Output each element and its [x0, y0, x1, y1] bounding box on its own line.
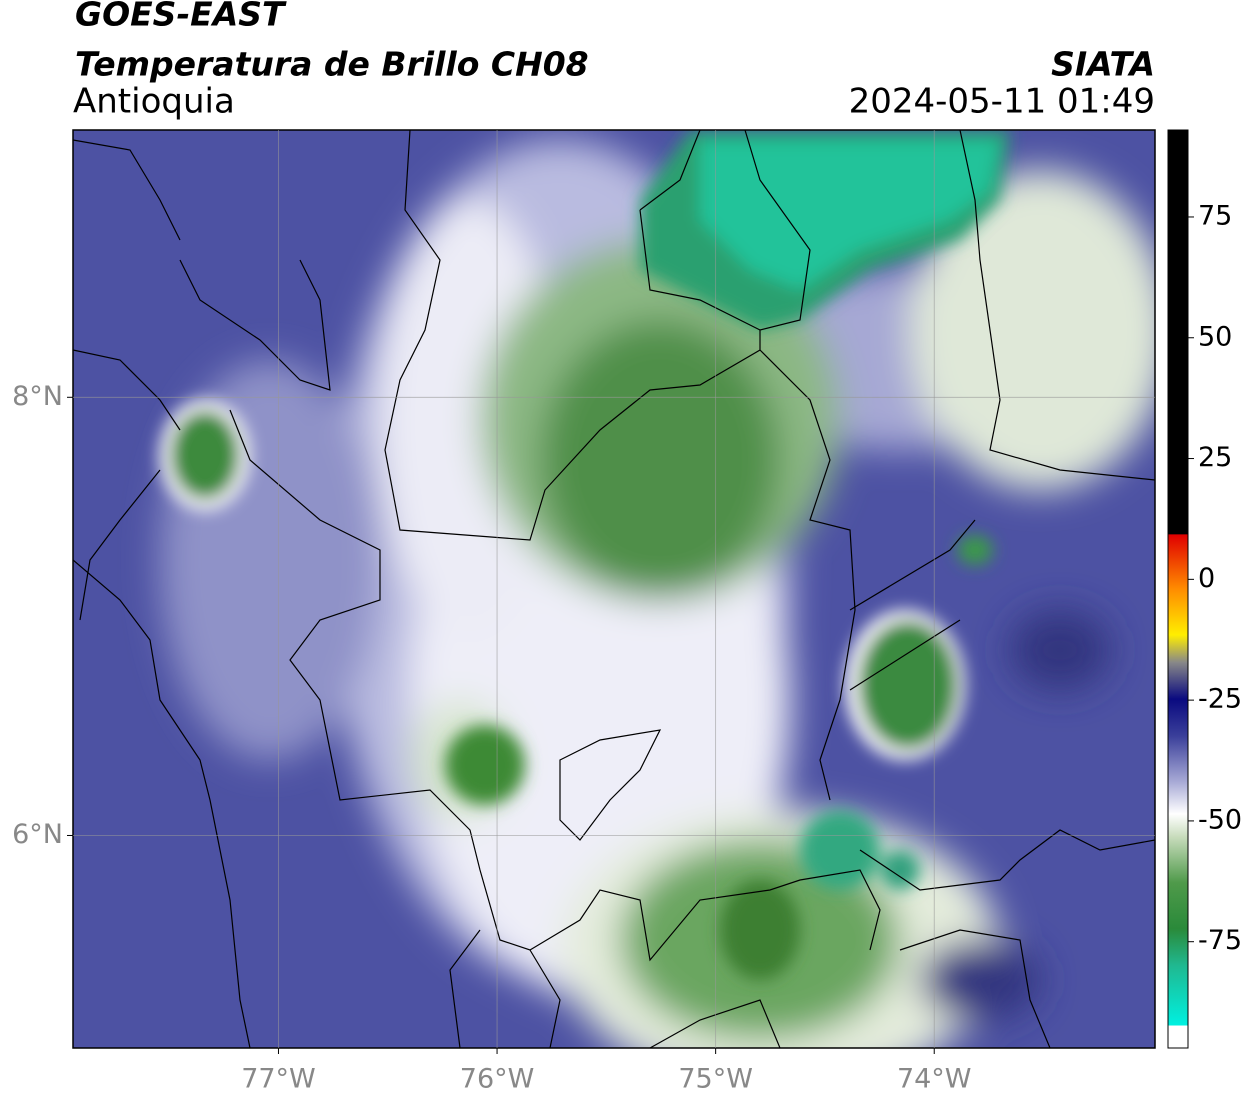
colorbar-tick-label: -25 — [1198, 684, 1242, 715]
x-tick-label: 74°W — [897, 1064, 972, 1095]
colorbar-tick-label: 0 — [1198, 563, 1215, 594]
colorbar-tick-label: 50 — [1198, 321, 1232, 352]
map-frame — [72, 129, 1156, 1049]
x-tick-label: 76°W — [460, 1064, 535, 1095]
satellite-image — [73, 130, 1155, 1048]
colorbar-tick-label: -75 — [1198, 925, 1242, 956]
source: SIATA — [1051, 45, 1155, 84]
y-tick-label: 6°N — [12, 819, 63, 850]
x-tick-label: 75°W — [678, 1064, 753, 1095]
x-tick-label: 77°W — [241, 1064, 316, 1095]
datetime: 2024-05-11 01:49 — [849, 82, 1155, 122]
colorbar-tick-label: -50 — [1198, 804, 1242, 835]
title: GOES-EAST — [75, 0, 287, 34]
colorbar-tick-label: 25 — [1198, 442, 1232, 473]
colorbar-tick-label: 75 — [1198, 200, 1232, 231]
colorbar — [1167, 129, 1189, 1049]
subtitle: Temperatura de Brillo CH08 — [75, 45, 589, 84]
y-tick-label: 8°N — [12, 381, 63, 412]
region: Antioquia — [73, 82, 235, 122]
